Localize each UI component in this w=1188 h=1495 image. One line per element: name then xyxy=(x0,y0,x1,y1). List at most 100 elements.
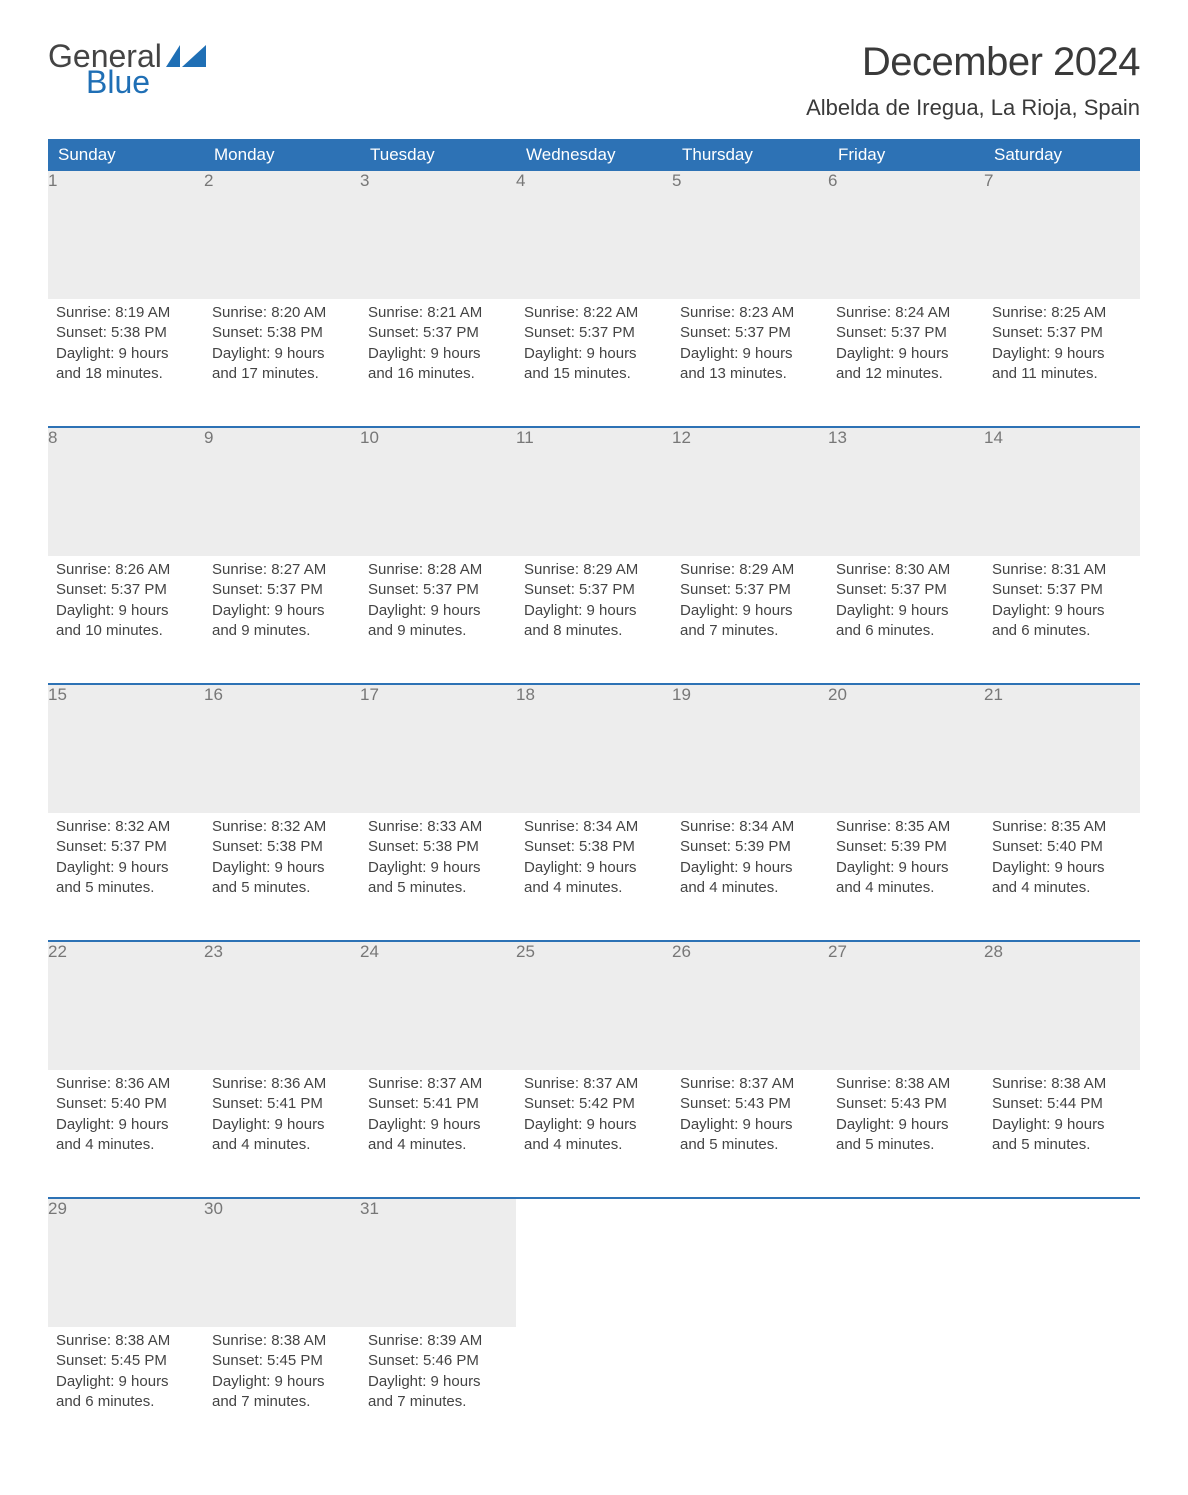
day-number: 10 xyxy=(360,428,516,556)
day-sunrise: Sunrise: 8:29 AM xyxy=(524,560,664,580)
logo-text-blue: Blue xyxy=(86,66,206,98)
day-cell: Sunrise: 8:38 AMSunset: 5:45 PMDaylight:… xyxy=(48,1327,204,1455)
day-cell: Sunrise: 8:21 AMSunset: 5:37 PMDaylight:… xyxy=(360,299,516,427)
day-cell-body: Sunrise: 8:19 AMSunset: 5:38 PMDaylight:… xyxy=(48,299,204,398)
day-sunset: Sunset: 5:40 PM xyxy=(992,837,1132,857)
day-d1: Daylight: 9 hours xyxy=(992,601,1132,621)
day-cell: Sunrise: 8:25 AMSunset: 5:37 PMDaylight:… xyxy=(984,299,1140,427)
week-row: Sunrise: 8:32 AMSunset: 5:37 PMDaylight:… xyxy=(48,813,1140,941)
day-sunset: Sunset: 5:37 PM xyxy=(368,580,508,600)
day-d1: Daylight: 9 hours xyxy=(212,858,352,878)
day-cell-body: Sunrise: 8:37 AMSunset: 5:43 PMDaylight:… xyxy=(672,1070,828,1169)
day-d1: Daylight: 9 hours xyxy=(992,858,1132,878)
day-cell-body: Sunrise: 8:26 AMSunset: 5:37 PMDaylight:… xyxy=(48,556,204,655)
day-sunrise: Sunrise: 8:38 AM xyxy=(992,1074,1132,1094)
day-d2: and 18 minutes. xyxy=(56,364,196,384)
day-sunrise: Sunrise: 8:35 AM xyxy=(992,817,1132,837)
day-number: 6 xyxy=(828,171,984,299)
day-d2: and 15 minutes. xyxy=(524,364,664,384)
day-sunset: Sunset: 5:42 PM xyxy=(524,1094,664,1114)
day-d2: and 7 minutes. xyxy=(212,1392,352,1412)
day-cell: Sunrise: 8:38 AMSunset: 5:45 PMDaylight:… xyxy=(204,1327,360,1455)
day-cell: Sunrise: 8:32 AMSunset: 5:37 PMDaylight:… xyxy=(48,813,204,941)
day-sunset: Sunset: 5:38 PM xyxy=(212,837,352,857)
title-block: December 2024 Albelda de Iregua, La Rioj… xyxy=(806,40,1140,121)
day-cell-body: Sunrise: 8:22 AMSunset: 5:37 PMDaylight:… xyxy=(516,299,672,398)
day-cell-body: Sunrise: 8:24 AMSunset: 5:37 PMDaylight:… xyxy=(828,299,984,398)
day-d2: and 5 minutes. xyxy=(680,1135,820,1155)
day-d2: and 12 minutes. xyxy=(836,364,976,384)
day-d1: Daylight: 9 hours xyxy=(524,1115,664,1135)
day-cell-body: Sunrise: 8:38 AMSunset: 5:43 PMDaylight:… xyxy=(828,1070,984,1169)
day-cell-body: Sunrise: 8:23 AMSunset: 5:37 PMDaylight:… xyxy=(672,299,828,398)
day-number: 29 xyxy=(48,1199,204,1327)
day-number: 25 xyxy=(516,942,672,1070)
day-number: 30 xyxy=(204,1199,360,1327)
day-d1: Daylight: 9 hours xyxy=(680,1115,820,1135)
day-sunrise: Sunrise: 8:38 AM xyxy=(56,1331,196,1351)
day-sunset: Sunset: 5:39 PM xyxy=(680,837,820,857)
daynum-row: 22232425262728 xyxy=(48,942,1140,1070)
day-number: 8 xyxy=(48,428,204,556)
day-number: 4 xyxy=(516,171,672,299)
day-cell-body: Sunrise: 8:34 AMSunset: 5:38 PMDaylight:… xyxy=(516,813,672,912)
day-d2: and 4 minutes. xyxy=(56,1135,196,1155)
day-sunset: Sunset: 5:43 PM xyxy=(680,1094,820,1114)
day-cell-body: Sunrise: 8:27 AMSunset: 5:37 PMDaylight:… xyxy=(204,556,360,655)
day-cell-body: Sunrise: 8:38 AMSunset: 5:45 PMDaylight:… xyxy=(48,1327,204,1426)
day-cell: Sunrise: 8:23 AMSunset: 5:37 PMDaylight:… xyxy=(672,299,828,427)
day-sunrise: Sunrise: 8:31 AM xyxy=(992,560,1132,580)
day-d2: and 17 minutes. xyxy=(212,364,352,384)
week-row: Sunrise: 8:38 AMSunset: 5:45 PMDaylight:… xyxy=(48,1327,1140,1455)
day-d1: Daylight: 9 hours xyxy=(56,858,196,878)
day-sunrise: Sunrise: 8:19 AM xyxy=(56,303,196,323)
day-d1: Daylight: 9 hours xyxy=(368,344,508,364)
day-sunrise: Sunrise: 8:24 AM xyxy=(836,303,976,323)
day-cell-body: Sunrise: 8:39 AMSunset: 5:46 PMDaylight:… xyxy=(360,1327,516,1426)
day-d2: and 6 minutes. xyxy=(992,621,1132,641)
day-d2: and 9 minutes. xyxy=(212,621,352,641)
day-sunset: Sunset: 5:41 PM xyxy=(212,1094,352,1114)
day-sunrise: Sunrise: 8:27 AM xyxy=(212,560,352,580)
day-cell-body: Sunrise: 8:20 AMSunset: 5:38 PMDaylight:… xyxy=(204,299,360,398)
day-cell-body: Sunrise: 8:38 AMSunset: 5:44 PMDaylight:… xyxy=(984,1070,1140,1169)
day-d1: Daylight: 9 hours xyxy=(56,601,196,621)
day-d1: Daylight: 9 hours xyxy=(212,601,352,621)
day-cell: Sunrise: 8:32 AMSunset: 5:38 PMDaylight:… xyxy=(204,813,360,941)
day-sunrise: Sunrise: 8:22 AM xyxy=(524,303,664,323)
day-sunset: Sunset: 5:38 PM xyxy=(368,837,508,857)
day-number xyxy=(516,1199,672,1327)
day-d2: and 4 minutes. xyxy=(524,1135,664,1155)
day-sunrise: Sunrise: 8:36 AM xyxy=(56,1074,196,1094)
day-sunset: Sunset: 5:37 PM xyxy=(992,323,1132,343)
day-cell: Sunrise: 8:20 AMSunset: 5:38 PMDaylight:… xyxy=(204,299,360,427)
day-header-row: Sunday Monday Tuesday Wednesday Thursday… xyxy=(48,139,1140,171)
day-cell-body: Sunrise: 8:35 AMSunset: 5:39 PMDaylight:… xyxy=(828,813,984,912)
calendar-table: Sunday Monday Tuesday Wednesday Thursday… xyxy=(48,139,1140,1455)
day-number: 22 xyxy=(48,942,204,1070)
day-d1: Daylight: 9 hours xyxy=(524,601,664,621)
day-d1: Daylight: 9 hours xyxy=(680,344,820,364)
day-d1: Daylight: 9 hours xyxy=(212,1372,352,1392)
day-cell-body: Sunrise: 8:32 AMSunset: 5:38 PMDaylight:… xyxy=(204,813,360,912)
day-number: 3 xyxy=(360,171,516,299)
day-number: 11 xyxy=(516,428,672,556)
day-cell: Sunrise: 8:33 AMSunset: 5:38 PMDaylight:… xyxy=(360,813,516,941)
day-d1: Daylight: 9 hours xyxy=(524,344,664,364)
day-cell: Sunrise: 8:37 AMSunset: 5:41 PMDaylight:… xyxy=(360,1070,516,1198)
page-header: General Blue December 2024 Albelda de Ir… xyxy=(48,40,1140,121)
day-number xyxy=(984,1199,1140,1327)
daynum-row: 891011121314 xyxy=(48,428,1140,556)
day-cell-body: Sunrise: 8:37 AMSunset: 5:42 PMDaylight:… xyxy=(516,1070,672,1169)
day-sunset: Sunset: 5:38 PM xyxy=(56,323,196,343)
day-cell-body: Sunrise: 8:37 AMSunset: 5:41 PMDaylight:… xyxy=(360,1070,516,1169)
day-d1: Daylight: 9 hours xyxy=(524,858,664,878)
day-cell: Sunrise: 8:36 AMSunset: 5:40 PMDaylight:… xyxy=(48,1070,204,1198)
day-sunrise: Sunrise: 8:39 AM xyxy=(368,1331,508,1351)
day-header-wed: Wednesday xyxy=(516,139,672,171)
day-cell-body: Sunrise: 8:36 AMSunset: 5:41 PMDaylight:… xyxy=(204,1070,360,1169)
day-cell: Sunrise: 8:30 AMSunset: 5:37 PMDaylight:… xyxy=(828,556,984,684)
daynum-row: 1234567 xyxy=(48,171,1140,299)
week-row: Sunrise: 8:36 AMSunset: 5:40 PMDaylight:… xyxy=(48,1070,1140,1198)
day-cell xyxy=(672,1327,828,1455)
